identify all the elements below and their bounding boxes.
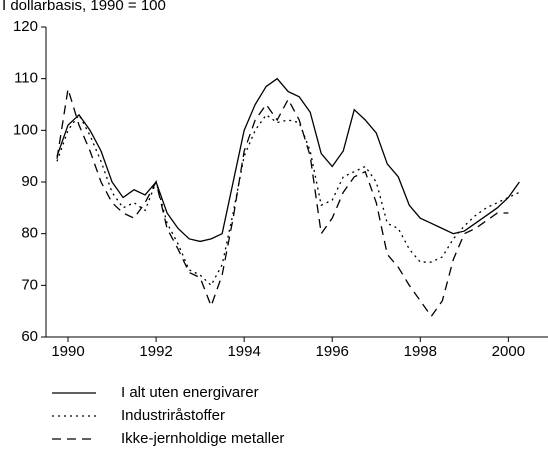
- series-line: [56, 88, 509, 318]
- series-line: [56, 77, 520, 243]
- x-tick-label: 1996: [316, 343, 349, 360]
- legend-label: Ikke-jernholdige metaller: [121, 430, 284, 447]
- x-tick-label: 1992: [139, 343, 172, 360]
- x-tick-label: 1998: [404, 343, 437, 360]
- y-tick-label: 80: [21, 225, 38, 242]
- x-tick-label: 2000: [492, 343, 525, 360]
- y-tick-label: 100: [13, 121, 38, 138]
- series-line: [56, 113, 520, 287]
- y-tick-label: 60: [21, 328, 38, 345]
- y-tick-label: 90: [21, 173, 38, 190]
- y-tick-label: 70: [21, 276, 38, 293]
- x-tick-label: 1994: [227, 343, 260, 360]
- legend-label: Industriråstoffer: [121, 407, 225, 424]
- chart-title: I dollarbasis, 1990 = 100: [2, 0, 166, 14]
- legend-label: I alt uten energivarer: [121, 384, 259, 401]
- x-tick-label: 1990: [51, 343, 84, 360]
- y-tick-label: 120: [13, 18, 38, 35]
- y-tick-label: 110: [14, 70, 38, 87]
